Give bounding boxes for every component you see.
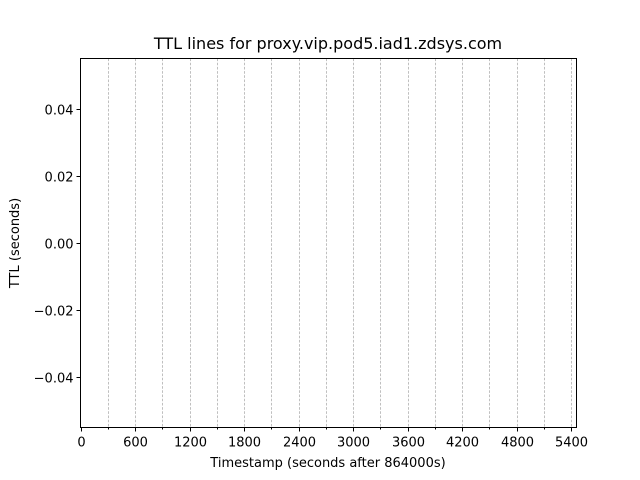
y-tick-label: −0.04 [34, 372, 74, 387]
x-tick-label: 3000 [337, 436, 370, 451]
y-axis-label: TTL (seconds) [8, 198, 23, 289]
y-tick-label: 0.02 [45, 171, 74, 186]
x-tick-label: 0 [77, 436, 85, 451]
y-axis: −0.04 −0.02 0.00 0.02 0.04 [34, 104, 81, 387]
x-tick-label: 4800 [501, 436, 534, 451]
x-tick-label: 4200 [446, 436, 479, 451]
x-tick-label: 1800 [228, 436, 261, 451]
x-tick-label: 5400 [555, 436, 588, 451]
x-axis: 0 600 1200 1800 2400 3000 3600 4200 4800 5400 [77, 427, 588, 451]
plot-area-frame [80, 58, 577, 428]
grid-layer [108, 58, 572, 428]
y-tick-label: 0.00 [45, 238, 74, 253]
x-tick-label: 600 [123, 436, 148, 451]
x-tick-label: 3600 [392, 436, 425, 451]
x-tick-label: 2400 [283, 436, 316, 451]
x-tick-label: 1200 [174, 436, 207, 451]
chart-title: TTL lines for proxy.vip.pod5.iad1.zdsys.… [153, 34, 502, 53]
y-tick-label: −0.02 [34, 305, 74, 320]
x-axis-label: Timestamp (seconds after 864000s) [209, 456, 445, 471]
y-tick-label: 0.04 [45, 104, 74, 119]
